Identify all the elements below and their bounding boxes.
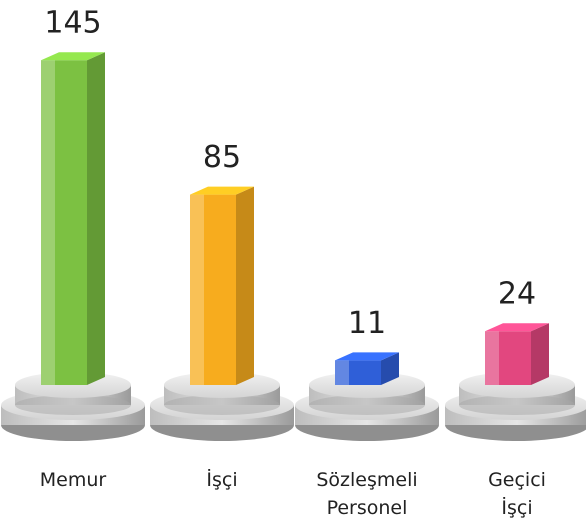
bar-top — [485, 323, 549, 332]
x-tick-label: İşçi — [206, 469, 238, 491]
bar-side — [87, 52, 105, 385]
bar — [41, 60, 87, 385]
value-label: 145 — [44, 6, 101, 41]
value-label: 24 — [498, 277, 536, 312]
value-label: 11 — [348, 306, 386, 341]
pedestal-drum-bottom — [15, 395, 131, 415]
x-tick-label: Sözleşmeli Personel — [316, 469, 418, 519]
bar-highlight — [41, 60, 55, 385]
pedestal-drum-bottom — [459, 395, 575, 415]
bar-top — [41, 52, 105, 61]
pedestal-drum-bottom — [164, 395, 280, 415]
bar-side — [531, 323, 549, 385]
bar-highlight — [190, 194, 204, 385]
bar-side — [381, 352, 399, 385]
bar — [485, 331, 531, 385]
bar-highlight — [335, 360, 349, 385]
x-tick-label: Geçici İşçi — [488, 469, 546, 519]
bar-top — [335, 352, 399, 361]
bar-highlight — [485, 331, 499, 385]
bar — [335, 360, 381, 385]
value-label: 85 — [203, 140, 241, 175]
x-tick-label: Memur — [39, 469, 107, 491]
bar-top — [190, 186, 254, 195]
bar — [190, 194, 236, 385]
bar-side — [236, 186, 254, 385]
pedestal-drum-bottom — [309, 395, 425, 415]
